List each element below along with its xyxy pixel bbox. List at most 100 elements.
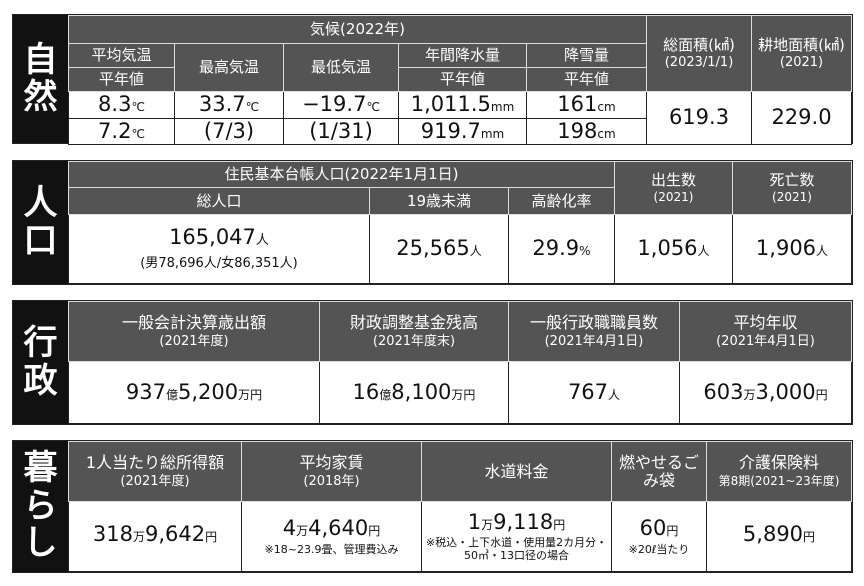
- label-char: 自: [23, 39, 58, 80]
- text: 一般行政職職員数: [529, 313, 658, 333]
- text: 耕地面積(㎢): [758, 35, 845, 54]
- text: (2021): [772, 190, 812, 204]
- text: 33.7: [198, 92, 246, 117]
- text: mm: [490, 100, 515, 115]
- life-value: 318万9,642円: [68, 501, 242, 572]
- text: 767: [567, 379, 609, 404]
- text: (2021): [653, 190, 694, 204]
- text: %: [579, 244, 591, 259]
- text: 人: [23, 183, 58, 224]
- deaths-header: 死亡数 (2021): [732, 161, 852, 215]
- precip-value: 1,011.5mm: [398, 91, 527, 119]
- text: 円: [666, 524, 679, 539]
- text: 平均年収: [733, 313, 798, 333]
- life-value: 5,890円: [706, 501, 852, 572]
- text: 総面積(㎢): [663, 35, 735, 54]
- admin-value: 937億5,200万円: [68, 361, 320, 424]
- text: 1,906: [755, 236, 817, 261]
- section-label-life: 暮らし: [13, 441, 68, 572]
- text: 1人当たり総所得額: [85, 453, 225, 473]
- text: 人: [816, 244, 829, 259]
- admin-value: 767人: [508, 361, 680, 424]
- climate-header: 気候(2022年): [68, 15, 647, 44]
- text: (2021年度): [120, 473, 190, 489]
- life-header: 水道料金: [421, 441, 612, 502]
- text: 人: [608, 387, 621, 402]
- text: 万: [743, 387, 756, 402]
- max-temp-date: (7/3): [174, 118, 284, 145]
- births-header: 出生数 (2021): [614, 161, 733, 215]
- nature-section: 自然 気候(2022年) 総面積(㎢) (2023/1/1) 耕地面積(㎢) (20…: [12, 14, 853, 145]
- text: 円: [205, 530, 218, 545]
- text: (2021年4月1日): [716, 333, 815, 349]
- text: 円: [368, 524, 381, 539]
- text: 8,100: [391, 379, 452, 404]
- text: ℃: [245, 100, 260, 115]
- admin-header: 一般会計決算歳出額 (2021年度): [68, 301, 320, 362]
- text: 603: [703, 379, 744, 404]
- text: (2021): [779, 55, 824, 71]
- text: 水道料金: [484, 461, 549, 481]
- area-value: 619.3: [646, 91, 752, 145]
- text: 万: [481, 518, 494, 533]
- text: 4,640: [308, 516, 369, 541]
- text: 死亡数: [769, 170, 815, 189]
- precip-normal: 919.7mm: [398, 118, 527, 145]
- area-header: 総面積(㎢) (2023/1/1): [646, 15, 752, 92]
- text: cm: [597, 100, 616, 115]
- text: 円: [553, 518, 566, 533]
- text: 29.9: [532, 236, 580, 261]
- text: ℃: [131, 126, 145, 141]
- text: 161: [557, 92, 598, 117]
- snow-header: 降雪量: [526, 43, 647, 68]
- life-section: 暮らし 1人当たり総所得額 (2021年度) 平均家賃 (2018年) 水道料金 燃やせる…: [12, 440, 853, 573]
- text: 937: [125, 379, 166, 404]
- text: cm: [597, 126, 616, 141]
- text: 第8期(2021~23年度): [718, 474, 840, 489]
- text: 万円: [451, 387, 476, 402]
- text: 口: [23, 220, 58, 261]
- text: 人: [255, 232, 269, 248]
- text: 財政調整基金残高: [349, 313, 478, 333]
- text: 行: [23, 323, 58, 364]
- text: (2021年度末): [372, 333, 456, 349]
- life-value: 4万4,640円 ※18~23.9畳、管理費込み: [241, 501, 422, 572]
- admin-section: 行政 一般会計決算歳出額 (2021年度) 財政調整基金残高 (2021年度末) 一般行…: [12, 300, 853, 425]
- life-table: 1人当たり総所得額 (2021年度) 平均家賃 (2018年) 水道料金 燃やせるごみ袋介…: [68, 441, 852, 572]
- section-label-nature: 自然: [13, 15, 68, 143]
- text: 60: [639, 516, 667, 541]
- nature-table: 気候(2022年) 総面積(㎢) (2023/1/1) 耕地面積(㎢) (2021)…: [68, 15, 852, 145]
- admin-table: 一般会計決算歳出額 (2021年度) 財政調整基金残高 (2021年度末) 一般行政職職…: [68, 301, 852, 424]
- text: 198: [557, 118, 598, 143]
- avg-temp-header: 平均気温: [68, 43, 175, 68]
- life-header: 1人当たり総所得額 (2021年度): [68, 441, 242, 502]
- text: ℃: [131, 100, 145, 115]
- section-label-population: 人口: [13, 161, 68, 284]
- avg-temp-normal: 7.2℃: [68, 118, 175, 145]
- under19-header: 19歳未満: [369, 187, 509, 215]
- text: ら: [23, 485, 58, 526]
- max-temp-value: 33.7℃: [174, 91, 284, 119]
- text: 8.3: [98, 92, 132, 117]
- under19-value: 25,565人: [369, 214, 509, 284]
- births-value: 1,056人: [614, 214, 733, 284]
- value-note: ※18~23.9畳、管理費込み: [264, 542, 399, 556]
- text: 25,565: [396, 236, 470, 261]
- text: ℃: [366, 100, 380, 115]
- life-header: 平均家賃 (2018年): [241, 441, 422, 502]
- text: 円: [815, 387, 828, 402]
- text: (2021年度): [159, 333, 229, 349]
- text: 介護保険料: [738, 453, 819, 473]
- max-temp-header: 最高気温: [174, 43, 284, 92]
- text: 9,118: [493, 510, 554, 535]
- min-temp-header: 最低気温: [283, 43, 399, 92]
- normal-header: 平年値: [526, 67, 647, 92]
- text: (男78,696人/女86,351人): [140, 256, 298, 271]
- admin-header: 平均年収 (2021年4月1日): [679, 301, 852, 362]
- text: 人: [697, 244, 710, 259]
- admin-header: 一般行政職職員数 (2021年4月1日): [508, 301, 680, 362]
- aging-value: 29.9%: [508, 214, 615, 284]
- text: 5,200: [177, 379, 239, 404]
- value-note: ※税込・上下水道・使用量2カ月分・50㎥・13口径の場合: [425, 536, 608, 562]
- deaths-value: 1,906人: [732, 214, 852, 284]
